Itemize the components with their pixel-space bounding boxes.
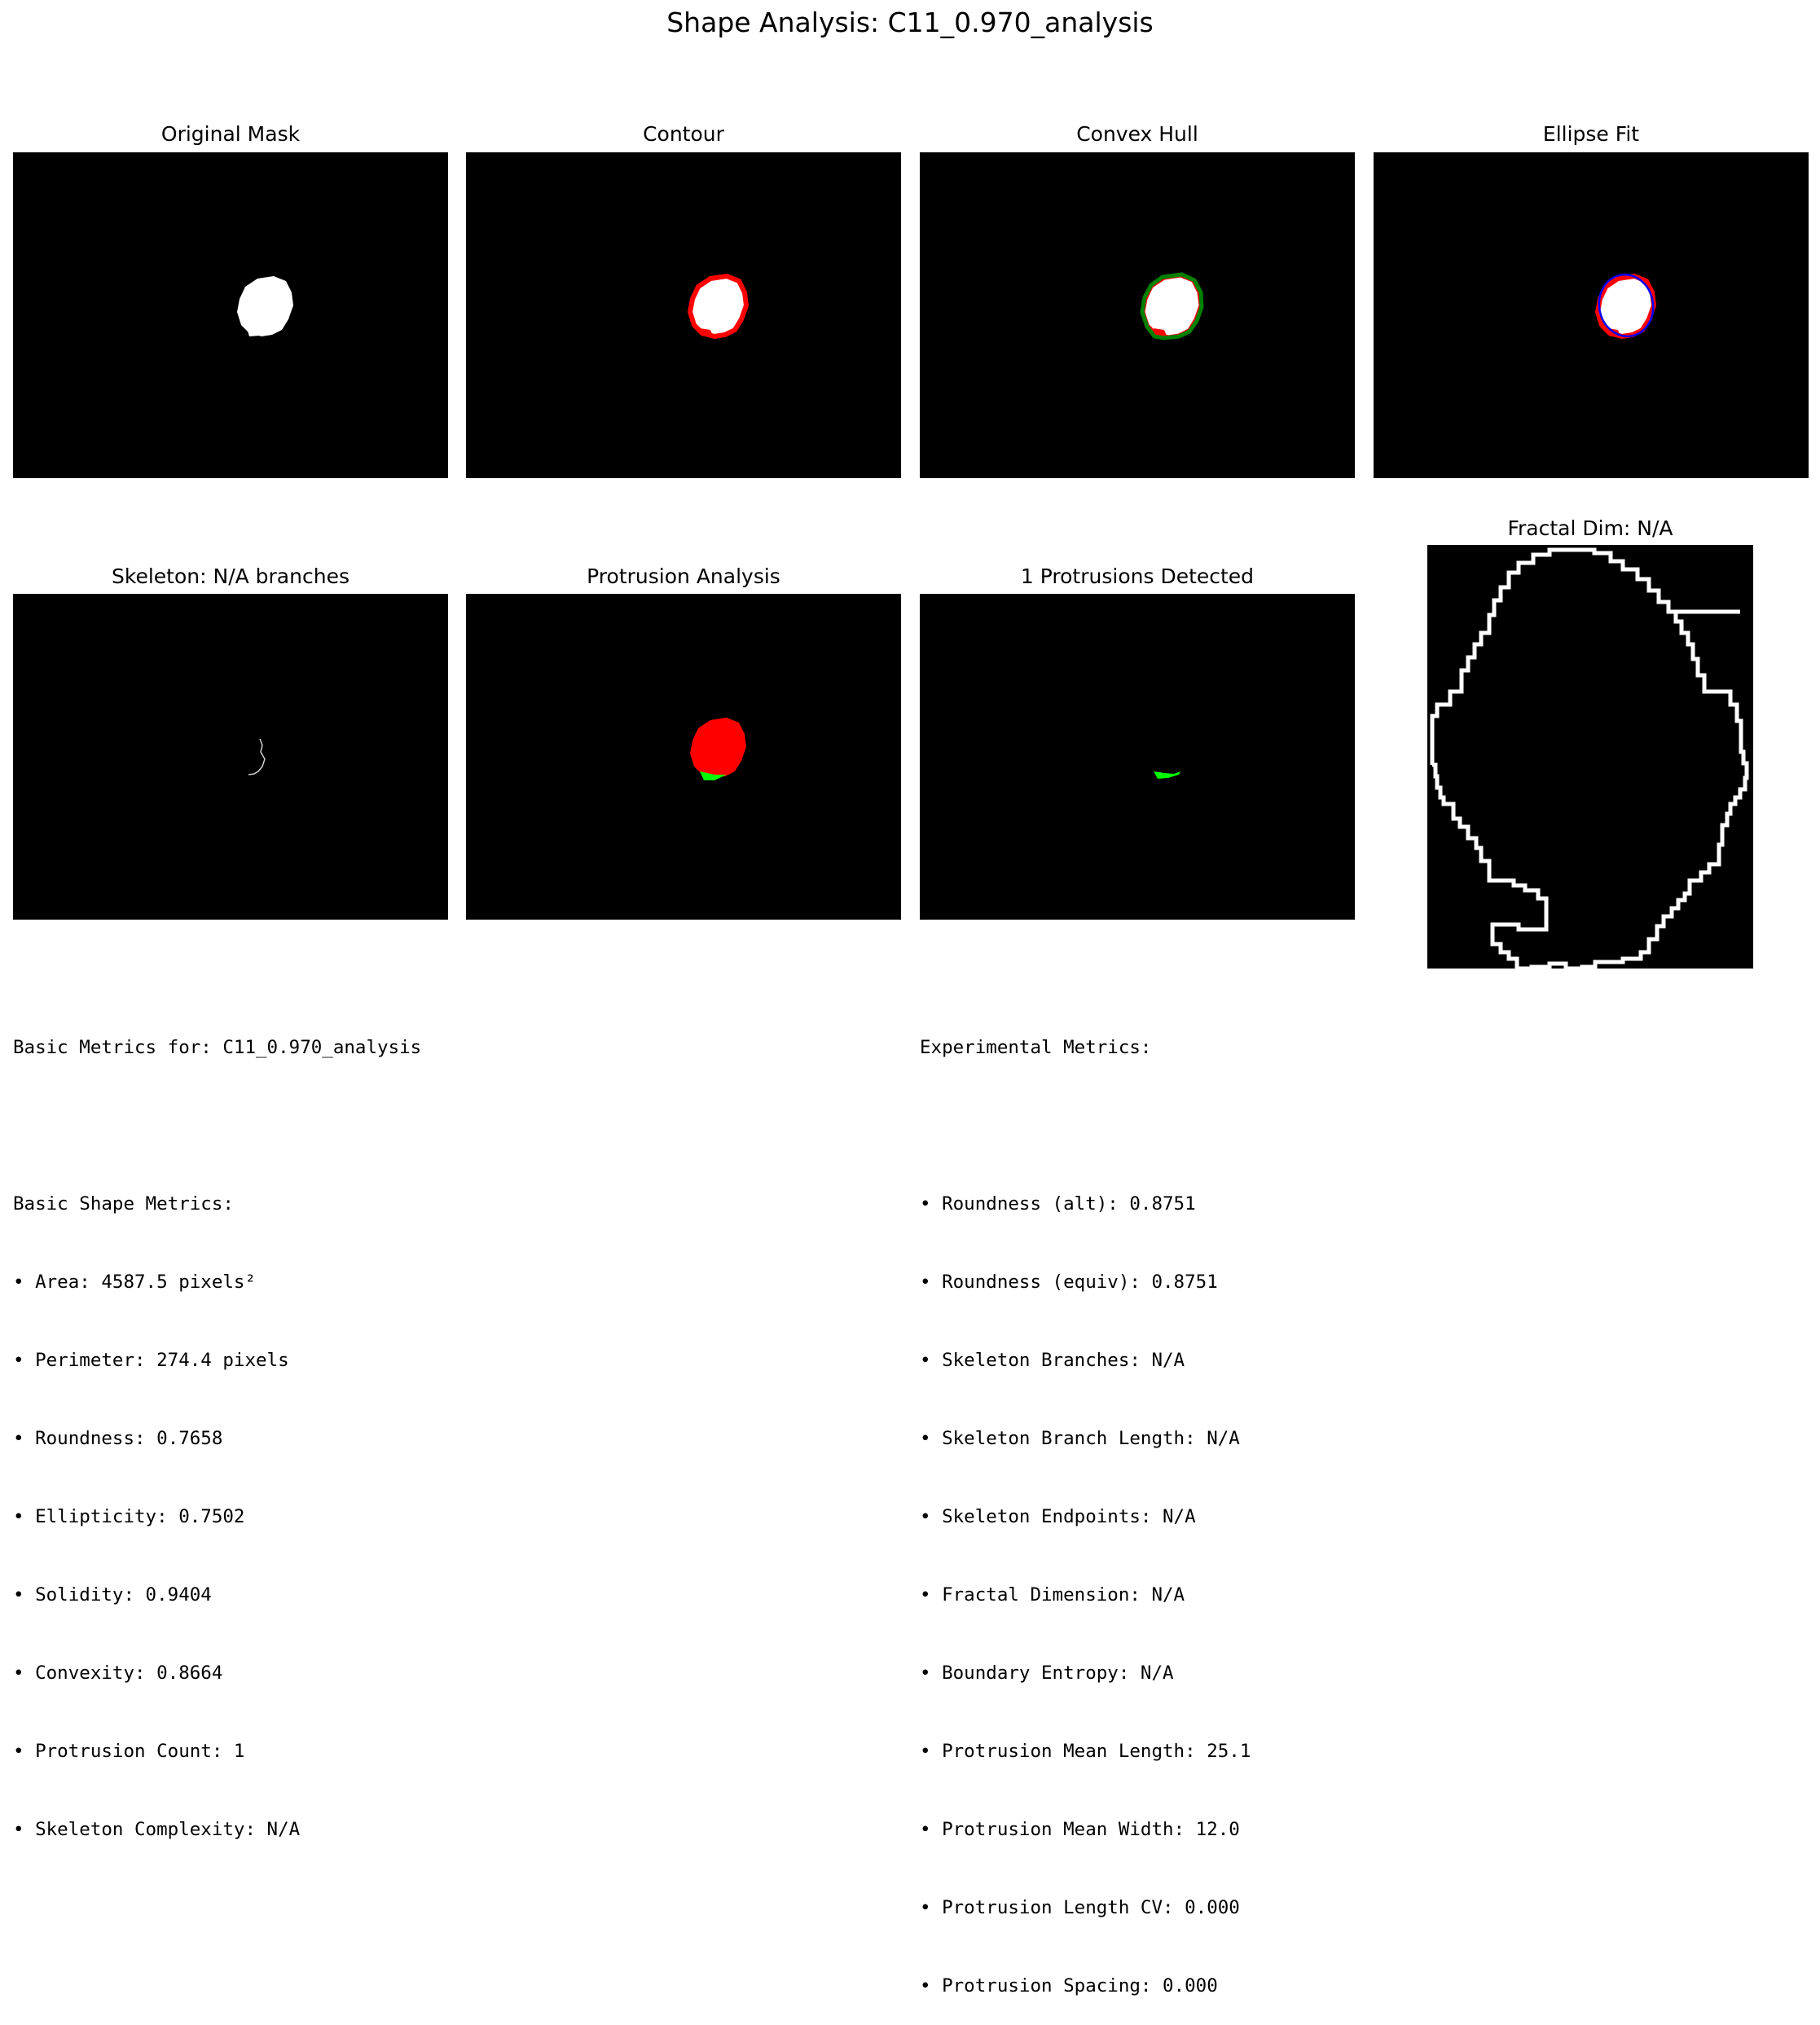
basic-metrics-section: Basic Shape Metrics: <box>13 1193 234 1215</box>
figure-title: Shape Analysis: C11_0.970_analysis <box>666 7 1154 38</box>
basic-metrics-header: Basic Metrics for: C11_0.970_analysis <box>13 1037 422 1058</box>
metric-item: • Perimeter: 274.4 pixels <box>13 1350 289 1371</box>
skeleton-panel <box>13 594 448 920</box>
blank-line <box>920 1113 1251 1139</box>
metric-item: • Protrusion Spacing: 0.000 <box>920 1975 1218 1996</box>
metric-item: • Protrusion Mean Length: 25.1 <box>920 1741 1251 1762</box>
panel-title-original-mask: Original Mask <box>160 122 301 146</box>
metric-item: • Skeleton Branch Length: N/A <box>920 1428 1240 1449</box>
metric-item: • Convexity: 0.8664 <box>13 1663 223 1684</box>
panel-title-skeleton: Skeleton: N/A branches <box>112 564 349 588</box>
experimental-metrics: Experimental Metrics: • Roundness (alt):… <box>920 982 1251 2025</box>
metric-item: • Skeleton Complexity: N/A <box>13 1819 301 1840</box>
original-mask-panel <box>13 152 448 478</box>
metric-item: • Roundness (equiv): 0.8751 <box>920 1272 1218 1293</box>
ellipse-fit-panel <box>1374 152 1809 478</box>
contour-panel <box>466 152 901 478</box>
metric-item: • Roundness (alt): 0.8751 <box>920 1193 1196 1215</box>
metric-item: • Skeleton Endpoints: N/A <box>920 1506 1196 1527</box>
metric-item: • Boundary Entropy: N/A <box>920 1663 1174 1684</box>
basic-metrics: Basic Metrics for: C11_0.970_analysis Ba… <box>13 982 421 1869</box>
panel-title-ellipse-fit: Ellipse Fit <box>1542 122 1640 146</box>
metric-item: • Area: 4587.5 pixels² <box>13 1272 257 1293</box>
metric-item: • Protrusion Mean Width: 12.0 <box>920 1819 1240 1840</box>
panel-title-protrusion-analysis: Protrusion Analysis <box>587 564 780 588</box>
protrusions-detected-panel <box>920 594 1355 920</box>
metric-item: • Solidity: 0.9404 <box>13 1584 212 1606</box>
panel-title-contour: Contour <box>643 122 724 146</box>
blank-line <box>13 1113 421 1139</box>
metric-item: • Protrusion Count: 1 <box>13 1741 245 1762</box>
fractal-panel <box>1427 545 1753 969</box>
metric-item: • Protrusion Length CV: 0.000 <box>920 1897 1240 1918</box>
metric-item: • Fractal Dimension: N/A <box>920 1584 1185 1606</box>
metric-item: • Ellipticity: 0.7502 <box>13 1506 245 1527</box>
metric-item: • Skeleton Branches: N/A <box>920 1350 1185 1371</box>
convex-hull-panel <box>920 152 1355 478</box>
panel-title-protrusions-detected: 1 Protrusions Detected <box>1020 564 1255 588</box>
panel-title-convex-hull: Convex Hull <box>1076 122 1198 146</box>
experimental-metrics-header: Experimental Metrics: <box>920 1037 1152 1058</box>
protrusion-analysis-panel <box>466 594 901 920</box>
panel-title-fractal: Fractal Dim: N/A <box>1507 516 1673 540</box>
metric-item: • Roundness: 0.7658 <box>13 1428 223 1449</box>
